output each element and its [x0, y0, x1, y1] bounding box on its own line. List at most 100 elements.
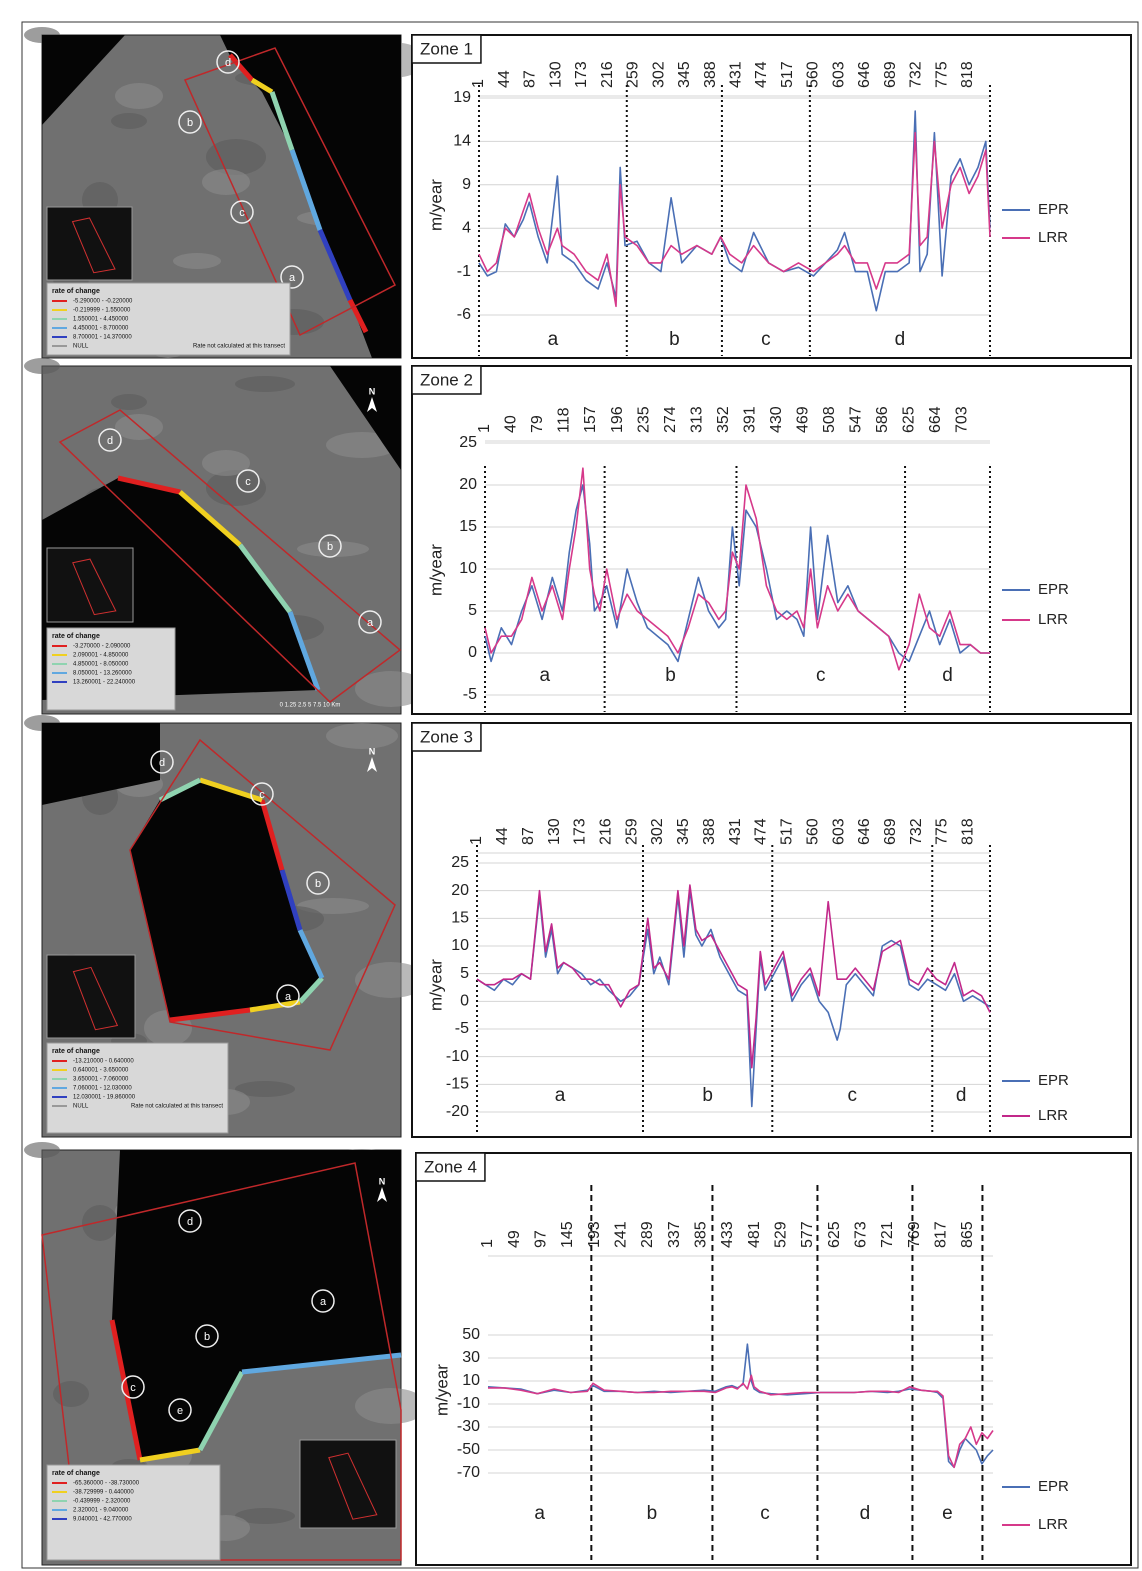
zone-circle	[276, 984, 300, 1008]
x-tick-label: 289	[639, 1221, 656, 1248]
x-tick-label: 818	[960, 818, 977, 845]
legend-label: LRR	[1038, 1107, 1068, 1124]
x-tick-label: 431	[728, 61, 745, 88]
zone-circle	[236, 469, 260, 493]
legend-note: Rate not calculated at this transect	[131, 1104, 223, 1110]
x-tick-label: 44	[496, 70, 513, 88]
x-tick-label: 157	[582, 406, 599, 433]
y-tick-label: 20	[451, 882, 469, 899]
legend-item: -0.439999 - 2.320000	[73, 1499, 131, 1505]
study-frame	[58, 409, 402, 703]
x-tick-label: 388	[702, 61, 719, 88]
chart-title: Zone 3	[420, 727, 473, 746]
terrain-texture	[53, 1381, 89, 1407]
chart-title: Zone 4	[424, 1157, 477, 1176]
shoreline-segment	[197, 1370, 245, 1452]
x-tick-label: 173	[572, 818, 589, 845]
segment-label: e	[942, 1503, 953, 1524]
zone-letter: d	[107, 435, 113, 447]
y-tick-label: -10	[446, 1048, 469, 1065]
y-tick-label: 4	[462, 219, 471, 236]
legend-item: 4.450001 - 8.700000	[73, 326, 129, 332]
legend-item: 12.030001 - 19.860000	[73, 1095, 136, 1101]
zone-circle	[121, 1375, 145, 1399]
x-tick-label: 173	[573, 61, 590, 88]
x-tick-label: 87	[522, 70, 539, 88]
y-tick-label: -10	[457, 1395, 480, 1412]
zone-letter: a	[289, 272, 296, 284]
map-legend	[46, 627, 176, 711]
zone-letter: c	[130, 1382, 136, 1394]
legend-title: rate of change	[52, 633, 100, 640]
x-tick-label: 469	[794, 406, 811, 433]
x-tick-label: 259	[625, 61, 642, 88]
water-body	[112, 1150, 401, 1460]
shoreline-segment	[117, 475, 181, 495]
chart-frame	[415, 1152, 1132, 1566]
shoreline-segment	[158, 777, 202, 803]
segment-label: d	[956, 1085, 967, 1106]
terrain-texture	[235, 1508, 295, 1524]
x-tick-label: 646	[856, 818, 873, 845]
x-tick-label: 1	[476, 424, 493, 433]
segment-label: a	[555, 1085, 566, 1106]
zone-letter: a	[285, 991, 292, 1003]
shoreline-segment	[287, 611, 321, 691]
x-tick-label: 235	[635, 406, 652, 433]
x-tick-label: 274	[662, 406, 679, 433]
segment-label: b	[702, 1085, 713, 1106]
legend-item: 2.320001 - 9.040000	[73, 1508, 129, 1514]
inset-map	[46, 547, 134, 623]
segment-label: c	[816, 665, 826, 686]
shoreline-segment	[228, 53, 254, 82]
x-tick-label: 673	[853, 1221, 870, 1248]
study-frame	[129, 738, 396, 1051]
zone-letter: d	[225, 57, 231, 69]
x-tick-label: 118	[556, 407, 573, 433]
title-box	[411, 34, 482, 64]
segment-label: a	[534, 1503, 545, 1524]
x-tick-label: 817	[933, 1221, 950, 1248]
zone-letter: c	[259, 789, 265, 801]
title-box	[415, 1152, 486, 1182]
x-tick-label: 703	[953, 406, 970, 433]
legend-item: 7.060001 - 12.030000	[73, 1086, 132, 1092]
y-tick-label: 25	[451, 854, 469, 871]
shoreline-segment	[279, 869, 303, 931]
legend-item: -38.729999 - 0.440000	[73, 1490, 134, 1496]
data-line	[484, 467, 990, 671]
y-tick-label: 0	[468, 644, 477, 661]
x-tick-label: 769	[906, 1221, 923, 1248]
north-label: N	[369, 386, 376, 396]
shoreline-segment	[241, 1352, 402, 1375]
x-tick-label: 508	[821, 406, 838, 433]
zone-circle	[150, 750, 174, 774]
y-axis-label: m/year	[426, 544, 445, 596]
shoreline-segment	[289, 149, 323, 231]
y-tick-label: 15	[459, 518, 477, 535]
data-line	[484, 484, 990, 663]
shoreline-segment	[169, 1007, 251, 1023]
north-label: N	[369, 746, 376, 756]
x-tick-label: 193	[586, 1221, 603, 1248]
x-tick-label: 732	[908, 818, 925, 845]
data-line	[488, 1374, 994, 1469]
y-tick-label: -6	[457, 306, 471, 323]
x-tick-label: 775	[933, 61, 950, 88]
x-tick-label: 732	[908, 61, 925, 88]
legend-note: Rate not calculated at this transect	[193, 344, 285, 350]
inset-frame	[328, 1452, 378, 1520]
shoreline-segment	[237, 543, 293, 614]
terrain-texture	[235, 376, 295, 392]
y-tick-label: 10	[459, 560, 477, 577]
x-tick-label: 216	[599, 61, 616, 88]
x-tick-label: 517	[779, 818, 796, 845]
y-tick-label: -70	[457, 1464, 480, 1481]
shoreline-segment	[249, 999, 301, 1013]
data-line	[478, 131, 991, 308]
y-axis-label: m/year	[426, 959, 445, 1011]
segment-label: a	[548, 329, 559, 350]
legend-item: -13.210000 - 0.640000	[73, 1059, 134, 1065]
x-tick-label: 689	[882, 61, 899, 88]
